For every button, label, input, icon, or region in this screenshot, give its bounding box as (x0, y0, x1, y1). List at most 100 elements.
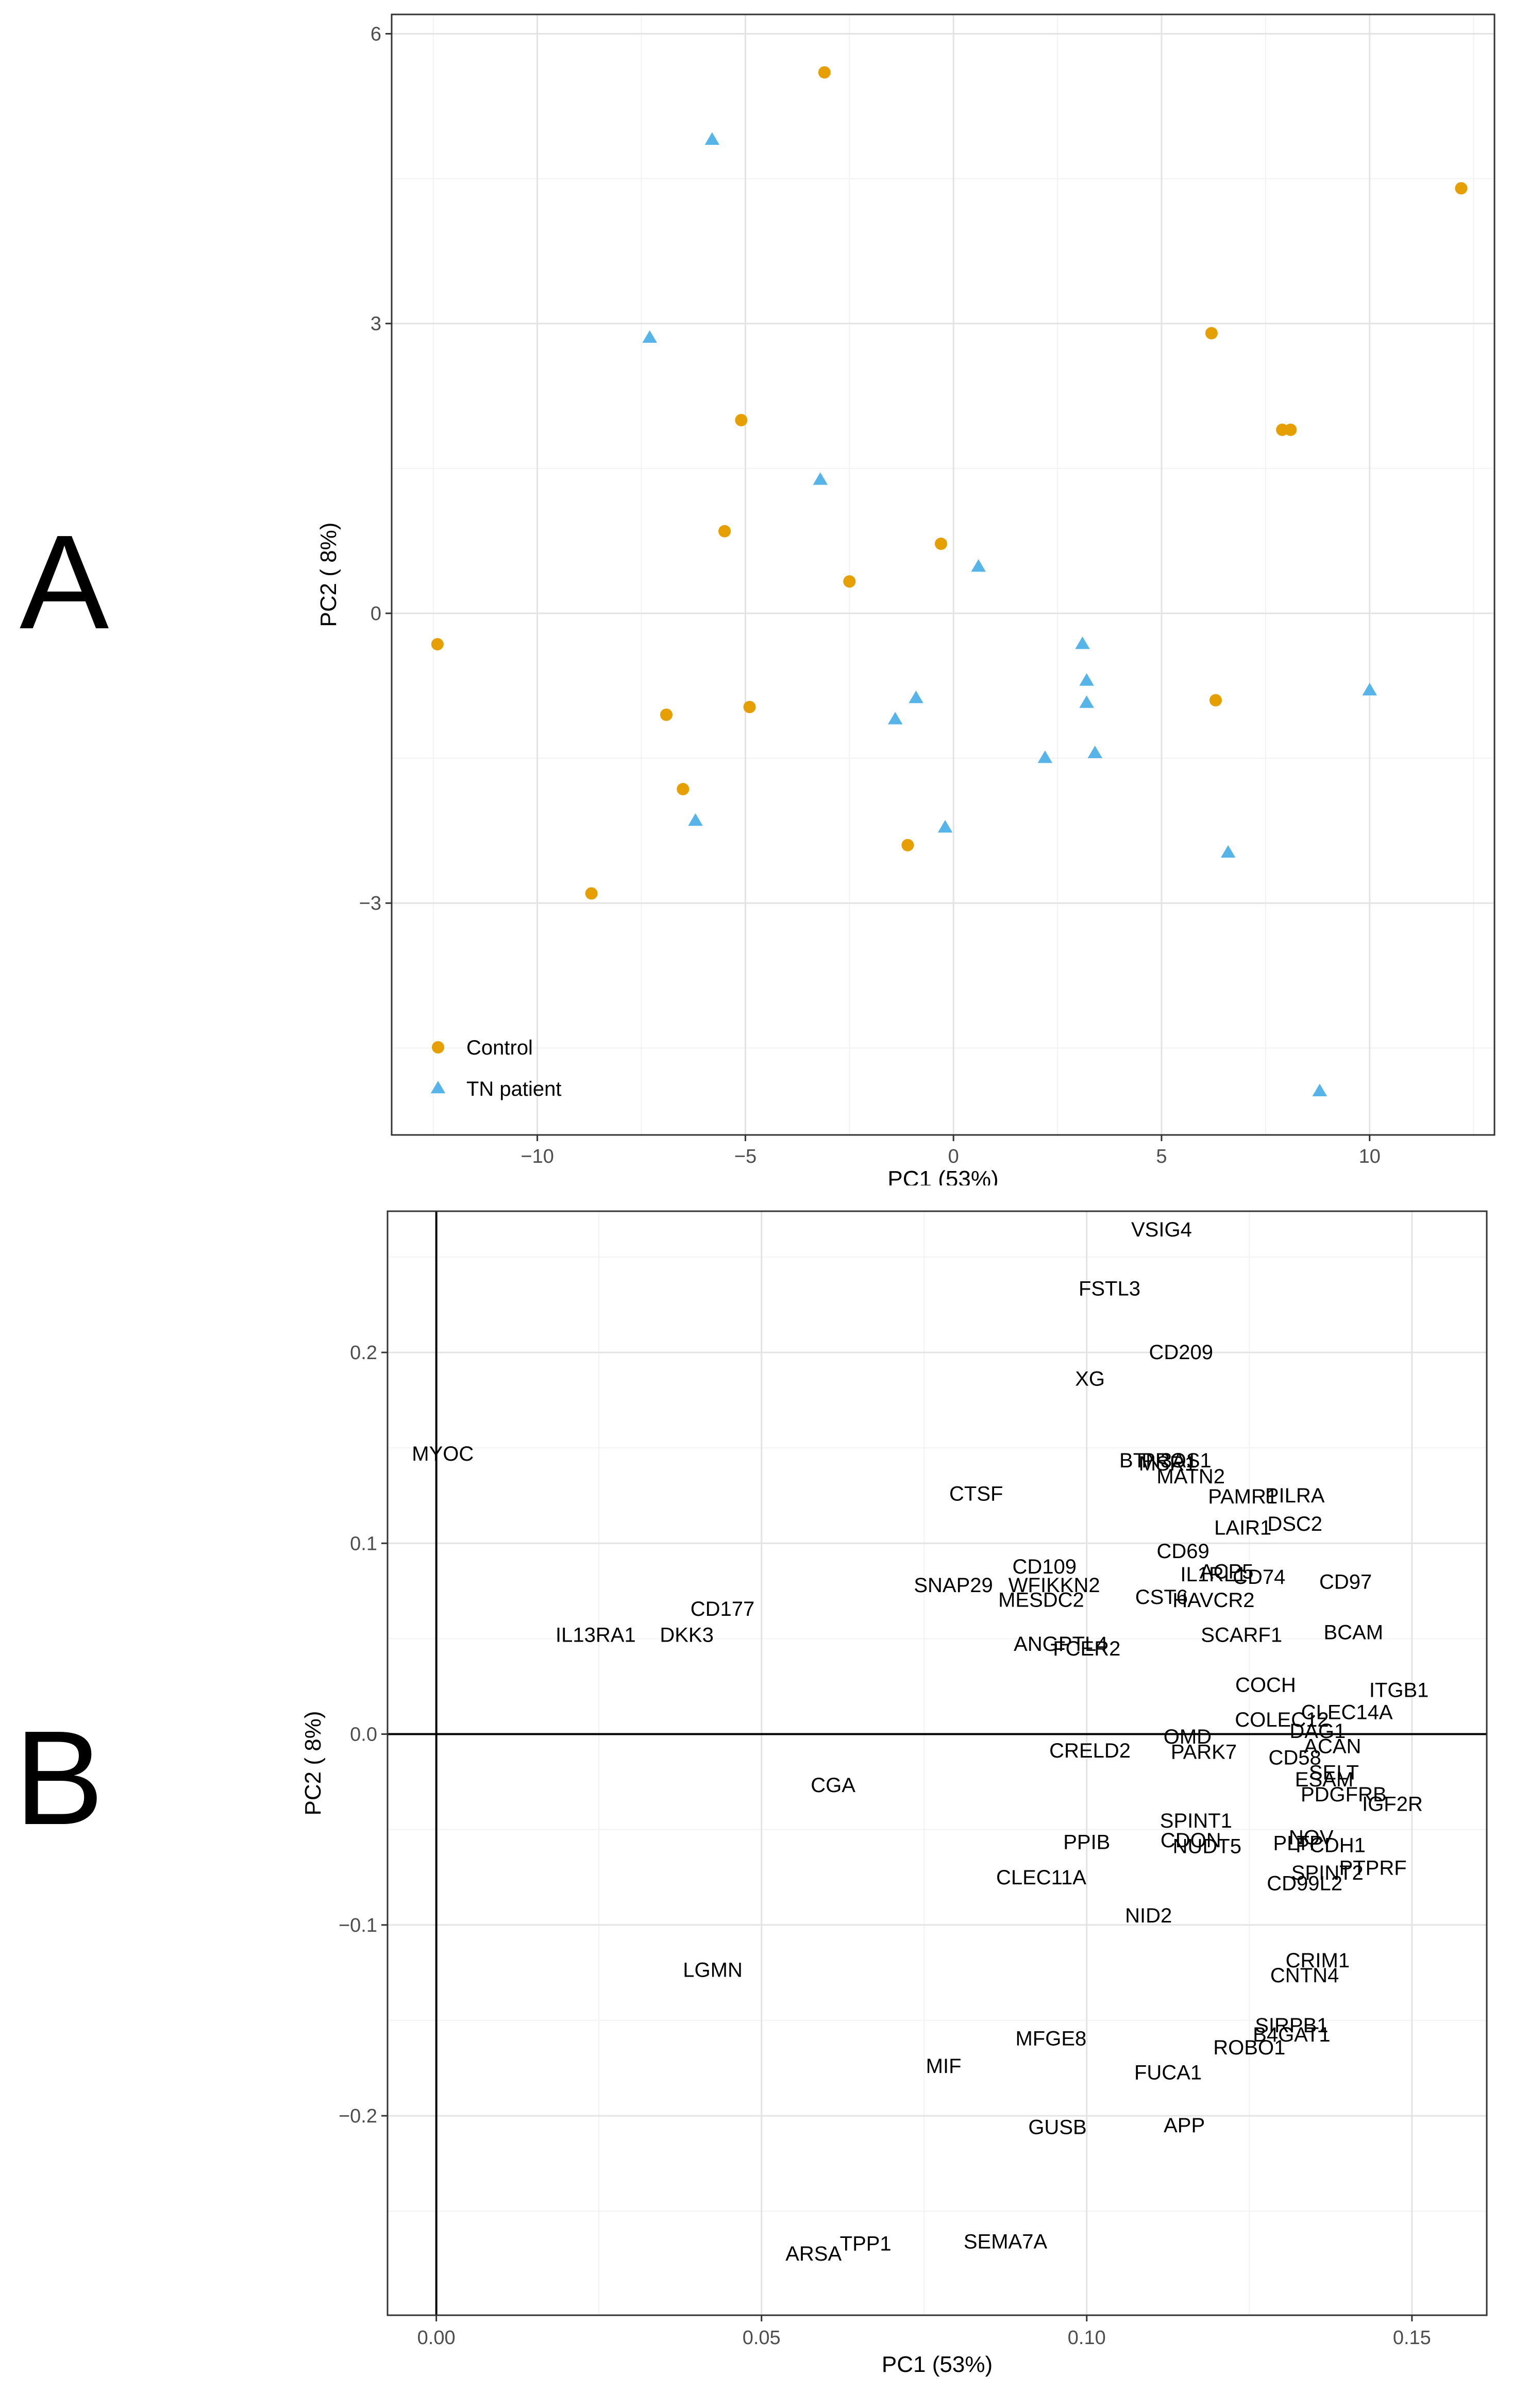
gene-label: DSC2 (1267, 1513, 1322, 1535)
gene-label: IL13RA1 (556, 1624, 636, 1647)
gene-label: ROBO1 (1213, 2036, 1285, 2059)
gene-label: CRELD2 (1049, 1740, 1131, 1762)
x-tick-label: 0 (948, 1146, 959, 1167)
point-tn-patient (688, 813, 703, 826)
y-tick-label: 0.2 (350, 1342, 377, 1364)
point-control (718, 525, 731, 538)
point-tn-patient (937, 820, 953, 833)
gene-label: LGMN (683, 1959, 743, 1981)
gene-label: MYOC (412, 1443, 474, 1465)
gene-label: MATN2 (1156, 1465, 1225, 1488)
gene-label: NOV (1289, 1826, 1334, 1849)
gene-label: MFGE8 (1015, 2027, 1086, 2050)
gene-label: ANGPTL4 (1014, 1633, 1107, 1656)
gene-label: SNAP29 (914, 1574, 993, 1597)
point-control (585, 887, 598, 900)
gene-label: CST6 (1135, 1586, 1188, 1609)
point-tn-patient (1075, 636, 1090, 649)
gene-label: CD177 (691, 1598, 755, 1620)
gene-label: CD109 (1012, 1556, 1077, 1578)
point-control (1284, 423, 1297, 436)
gene-label: CGA (811, 1774, 855, 1797)
point-control (431, 638, 444, 650)
point-tn-patient (704, 132, 720, 145)
x-axis-title: PC1 (53%) (887, 1166, 998, 1185)
x-tick-label: −5 (734, 1146, 757, 1167)
point-control (843, 575, 856, 588)
gene-label: GUSB (1028, 2116, 1086, 2139)
gene-label: FCER2 (1053, 1637, 1120, 1660)
point-control (934, 538, 947, 550)
gene-label: ITGB1 (1369, 1679, 1429, 1701)
point-control (901, 839, 914, 851)
gene-label: PILRA (1265, 1484, 1325, 1507)
y-tick-label: 0.0 (350, 1724, 377, 1746)
point-control (735, 414, 748, 427)
gene-label: FSTL3 (1079, 1278, 1140, 1300)
gene-label: PLTP (1273, 1832, 1323, 1855)
legend-key-tn-patient (430, 1081, 446, 1094)
y-axis-title: PC2 ( 8%) (300, 1711, 326, 1816)
gene-label: ARSA (785, 2243, 842, 2265)
gene-label: PARK7 (1171, 1741, 1237, 1764)
gene-label: TPP1 (840, 2232, 892, 2255)
point-tn-patient (1079, 695, 1094, 708)
y-axis-title: PC2 ( 8%) (316, 523, 341, 627)
gene-label: SPINT1 (1160, 1810, 1232, 1832)
gene-label: MESDC2 (998, 1588, 1084, 1611)
gene-label: IGF2R (1362, 1793, 1423, 1816)
gene-label: SPINT2 (1291, 1862, 1364, 1884)
gene-label: SIRPB1 (1255, 2014, 1328, 2037)
gene-label: PROS1 (1141, 1449, 1212, 1472)
gene-label: BTN3A1 (1119, 1449, 1197, 1472)
point-tn-patient (813, 472, 828, 485)
point-control (1209, 694, 1222, 707)
gene-label: ACAN (1304, 1735, 1361, 1758)
gene-label: DKK3 (660, 1624, 714, 1647)
gene-label: LAIR1 (1214, 1517, 1271, 1540)
gene-label: COLEC12 (1235, 1709, 1329, 1731)
y-tick-label: 3 (371, 313, 381, 335)
legend-label: Control (466, 1036, 533, 1059)
gene-label: VSIG4 (1131, 1218, 1192, 1241)
pca-scores-chart: −10 −5 0 5 10 −3 0 3 6 PC1 (53%) PC2 ( 8%) Control T… (316, 13, 1496, 1185)
gene-label: PDGFRB (1301, 1783, 1387, 1806)
x-tick-label: 0.05 (743, 2327, 781, 2349)
point-control (1455, 182, 1468, 195)
gene-label: CD74 (1233, 1566, 1285, 1588)
gene-label: CD99L2 (1267, 1872, 1342, 1895)
point-control (1205, 327, 1218, 340)
gene-label: NID2 (1125, 1904, 1172, 1927)
point-control (743, 700, 756, 713)
point-tn-patient (1087, 745, 1103, 759)
gene-label: CLEC14A (1301, 1701, 1393, 1724)
panel-label-b: B (14, 1703, 104, 1853)
gene-label: CNTN4 (1270, 1964, 1339, 1987)
point-tn-patient (1079, 673, 1094, 686)
gene-label: SEMA7A (964, 2231, 1048, 2253)
gene-label: DAG1 (1289, 1720, 1346, 1743)
y-tick-label: 0.1 (350, 1533, 377, 1554)
gene-label: FUCA1 (1134, 2062, 1202, 2084)
point-control (818, 66, 831, 79)
gene-label: OMD (1164, 1726, 1212, 1748)
x-tick-label: −10 (520, 1146, 553, 1167)
gene-label: ESAM (1295, 1768, 1353, 1791)
gene-label: B4GAT1 (1253, 2024, 1330, 2046)
gene-label: CD58 (1269, 1746, 1321, 1769)
x-tick-label: 5 (1156, 1146, 1167, 1167)
y-tick-label: −0.1 (339, 1915, 377, 1936)
x-axis-title: PC1 (53%) (882, 2352, 993, 2377)
plot-border (391, 13, 1496, 1136)
gene-label: CD69 (1156, 1540, 1209, 1563)
gene-label: COCH (1235, 1674, 1296, 1696)
x-tick-label: 0.15 (1393, 2327, 1431, 2349)
point-tn-patient (642, 330, 657, 343)
gene-label: ACP5 (1200, 1560, 1254, 1583)
point-control (677, 783, 690, 796)
point-tn-patient (1037, 750, 1053, 763)
gene-label: CRIM1 (1286, 1949, 1350, 1972)
plot-border (387, 1210, 1488, 2316)
x-tick-label: 10 (1359, 1146, 1381, 1167)
panel-label-a: A (20, 508, 109, 657)
